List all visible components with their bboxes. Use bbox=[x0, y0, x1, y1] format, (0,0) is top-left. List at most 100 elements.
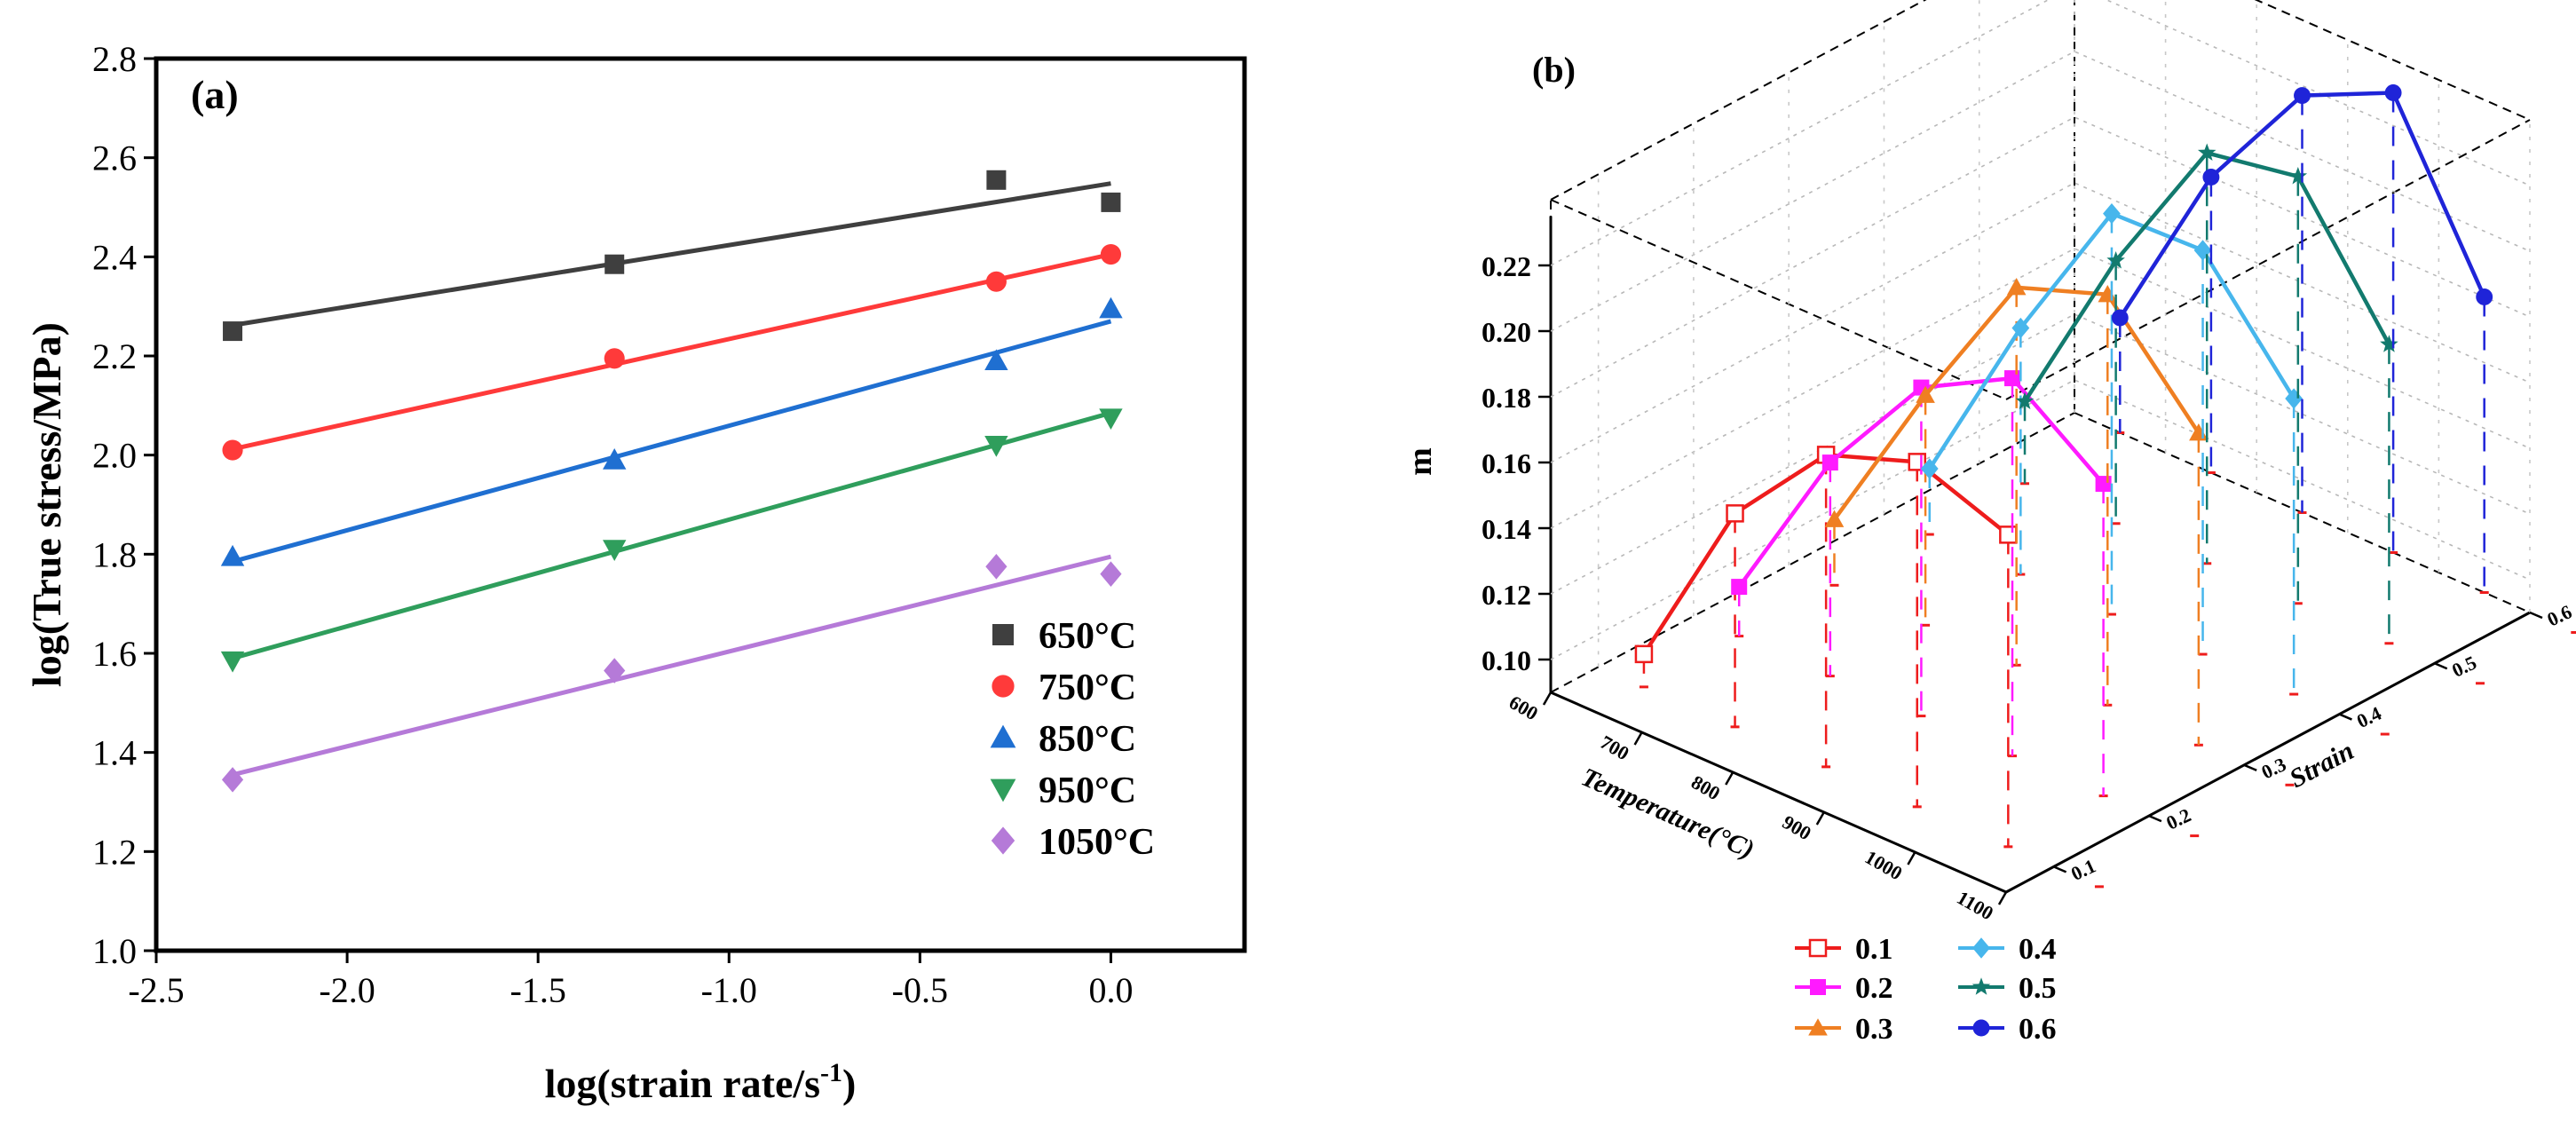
legend-marker-shape bbox=[990, 778, 1016, 802]
data-point bbox=[220, 544, 245, 566]
data-point-shape bbox=[1099, 408, 1123, 430]
series-2 bbox=[220, 296, 1123, 566]
z-tick-label: 0.16 bbox=[1482, 447, 1531, 479]
data-point-shape bbox=[1634, 644, 1654, 664]
panel-label: (a) bbox=[191, 72, 239, 117]
data-point bbox=[2476, 288, 2493, 305]
data-point bbox=[2294, 87, 2311, 105]
data-point-shape bbox=[604, 658, 626, 684]
z-axis-title: m bbox=[1402, 447, 1439, 476]
x-tick-label: -2.0 bbox=[319, 970, 375, 1010]
data-point bbox=[2384, 84, 2402, 101]
data-point-shape bbox=[1100, 243, 1121, 265]
data-point-shape bbox=[1101, 192, 1121, 212]
fit-line bbox=[232, 181, 1111, 328]
data-point-shape bbox=[2006, 278, 2027, 296]
x-tick-label: 1100 bbox=[1953, 886, 1997, 924]
axis-line bbox=[2005, 611, 2531, 894]
y-tick-mark bbox=[2243, 763, 2257, 771]
legend-marker bbox=[1808, 938, 1828, 958]
z-tick-label: 0.10 bbox=[1482, 644, 1531, 676]
data-point-shape bbox=[2197, 143, 2216, 162]
legend-marker bbox=[992, 675, 1015, 698]
z-tick-label: 0.18 bbox=[1482, 382, 1531, 414]
grid-line-z bbox=[1550, 313, 2531, 595]
grid-line-z bbox=[1550, 0, 2531, 266]
legend-marker bbox=[990, 778, 1016, 802]
legend-marker-shape bbox=[991, 826, 1015, 855]
data-point-shape bbox=[2111, 309, 2129, 327]
data-point-shape bbox=[220, 651, 245, 673]
data-point bbox=[2006, 278, 2027, 296]
data-point-shape bbox=[2015, 391, 2035, 410]
data-point bbox=[1999, 525, 2018, 544]
data-point-shape bbox=[2476, 288, 2493, 305]
y-tick-label: 1.6 bbox=[92, 634, 137, 674]
legend-marker-shape bbox=[1972, 937, 1990, 959]
legend-marker-shape bbox=[990, 724, 1016, 748]
data-point-shape bbox=[221, 767, 244, 793]
data-point bbox=[222, 439, 243, 461]
legend-marker bbox=[990, 724, 1016, 748]
data-point bbox=[986, 170, 1007, 190]
data-point bbox=[1100, 243, 1121, 265]
y-axis-title: Strain bbox=[2285, 736, 2359, 794]
legend-marker bbox=[1972, 937, 1990, 959]
y-tick-label: 2.0 bbox=[92, 436, 137, 476]
series-3 bbox=[220, 408, 1123, 673]
data-point bbox=[1916, 385, 1935, 403]
series-line bbox=[1737, 375, 2106, 589]
legend-item: 0.3 bbox=[1795, 1013, 1893, 1046]
data-point-shape bbox=[2103, 202, 2121, 225]
data-point-shape bbox=[1999, 525, 2018, 544]
legend-item: 0.5 bbox=[1958, 972, 2057, 1005]
x-tick-label: -0.5 bbox=[892, 970, 948, 1010]
data-point-shape bbox=[1824, 510, 1845, 527]
legend-marker bbox=[1810, 979, 1826, 995]
grid-line-z bbox=[1550, 116, 2531, 398]
x-tick-mark bbox=[1997, 891, 2008, 905]
box-edge-dashed bbox=[1550, 412, 2075, 693]
data-point bbox=[2095, 476, 2112, 493]
z-tick-label: 0.20 bbox=[1482, 316, 1531, 348]
data-point bbox=[2111, 309, 2129, 327]
data-point bbox=[603, 448, 627, 470]
z-tick-label: 0.22 bbox=[1482, 250, 1531, 282]
series-4 bbox=[221, 553, 1122, 793]
box-edge-dashed bbox=[2254, 0, 2531, 121]
x-axis-title-close: ) bbox=[842, 1061, 856, 1106]
series-2 bbox=[1824, 278, 2209, 746]
axis-line bbox=[1550, 691, 2007, 894]
x-tick-mark bbox=[1633, 731, 1643, 746]
grid-line-z bbox=[1550, 51, 2531, 332]
series-1 bbox=[222, 243, 1121, 461]
data-point bbox=[1726, 504, 1744, 523]
data-point-shape bbox=[1726, 504, 1744, 523]
legend-marker bbox=[1972, 977, 1991, 995]
data-point bbox=[221, 767, 244, 793]
series-0 bbox=[223, 170, 1121, 342]
x-tick-mark bbox=[1725, 771, 1734, 786]
data-point-shape bbox=[1100, 561, 1122, 587]
x-tick-label: -1.0 bbox=[701, 970, 757, 1010]
data-point-shape bbox=[984, 436, 1008, 457]
data-point-shape bbox=[604, 348, 625, 369]
series-4 bbox=[2015, 143, 2398, 644]
x-tick-label: 1000 bbox=[1861, 846, 1907, 885]
data-point bbox=[1634, 644, 1654, 664]
y-tick-label: 0.4 bbox=[2353, 702, 2384, 732]
legend-marker bbox=[1808, 1018, 1828, 1036]
legend-label: 0.2 bbox=[1855, 972, 1893, 1005]
x-axis-title: log(strain rate/s-1) bbox=[545, 1058, 857, 1106]
data-point-shape bbox=[2288, 166, 2308, 185]
data-point-shape bbox=[220, 544, 245, 566]
series-3 bbox=[1920, 202, 2303, 695]
data-point-shape bbox=[223, 321, 243, 342]
box-frame bbox=[1549, 0, 2531, 894]
plot-frame bbox=[154, 56, 1247, 953]
fit-line bbox=[232, 410, 1112, 660]
x-tick-mark bbox=[1815, 811, 1825, 826]
legend-marker-shape bbox=[992, 675, 1015, 698]
legend-marker bbox=[992, 624, 1014, 645]
legend-marker-shape bbox=[1808, 1018, 1828, 1036]
